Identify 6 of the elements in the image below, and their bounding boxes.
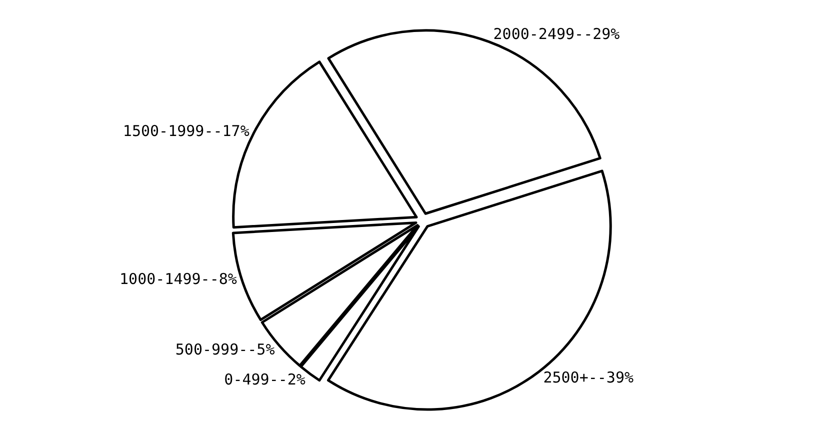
slice-label: 1000-1499--8% [120, 270, 237, 288]
slice-label: 500-999--5% [175, 340, 275, 358]
slice-label: 0-499--2% [224, 370, 306, 389]
slice-label: 1500-1999--17% [122, 122, 250, 140]
slice-label: 2000-2499--29% [493, 24, 620, 43]
slice-label: 2500+--39% [543, 368, 634, 387]
